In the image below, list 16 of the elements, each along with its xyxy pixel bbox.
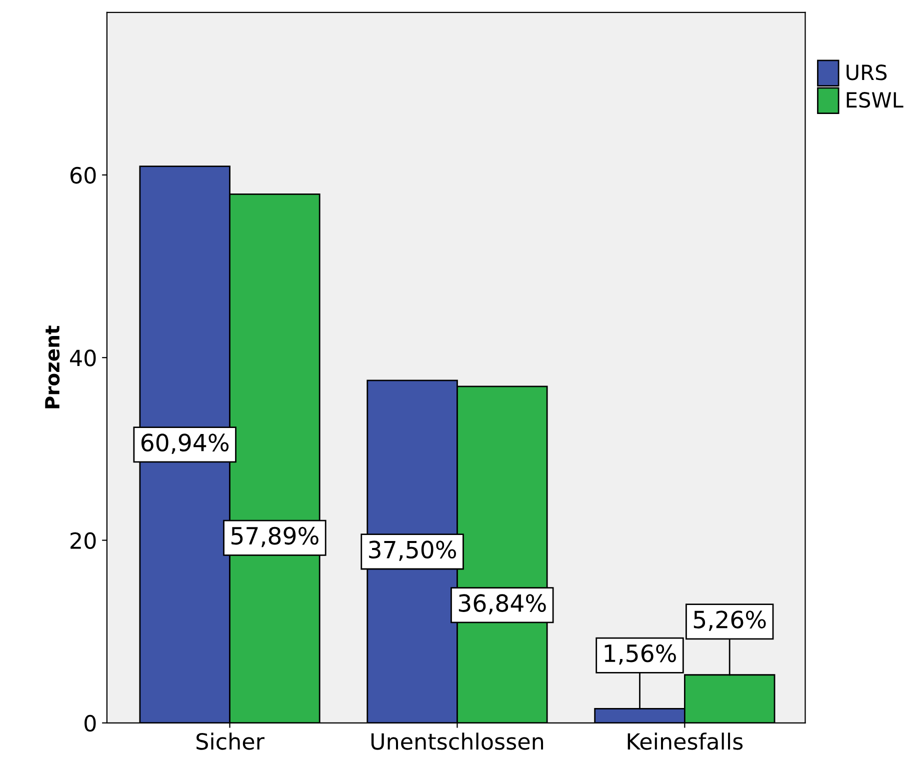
y-axis-title: Prozent [45, 326, 60, 408]
data-label: 5,26% [694, 610, 766, 631]
legend-label: URS [846, 64, 887, 80]
data-label: 36,84% [458, 594, 546, 614]
y-tick-label: 60 [70, 166, 96, 184]
data-label: 60,94% [141, 434, 229, 454]
data-label: 1,56% [604, 644, 676, 665]
x-tick-label: Keinesfalls [628, 732, 743, 750]
x-tick-label: Sicher [196, 732, 264, 750]
data-label: 37,50% [369, 540, 456, 561]
data-label: 57,89% [231, 526, 318, 548]
legend-label: ESWL [846, 92, 904, 108]
y-tick-label: 0 [84, 714, 96, 732]
y-tick-label: 40 [70, 350, 96, 366]
x-tick-label: Unentschlossen [371, 732, 544, 750]
y-tick-label: 20 [70, 532, 96, 550]
